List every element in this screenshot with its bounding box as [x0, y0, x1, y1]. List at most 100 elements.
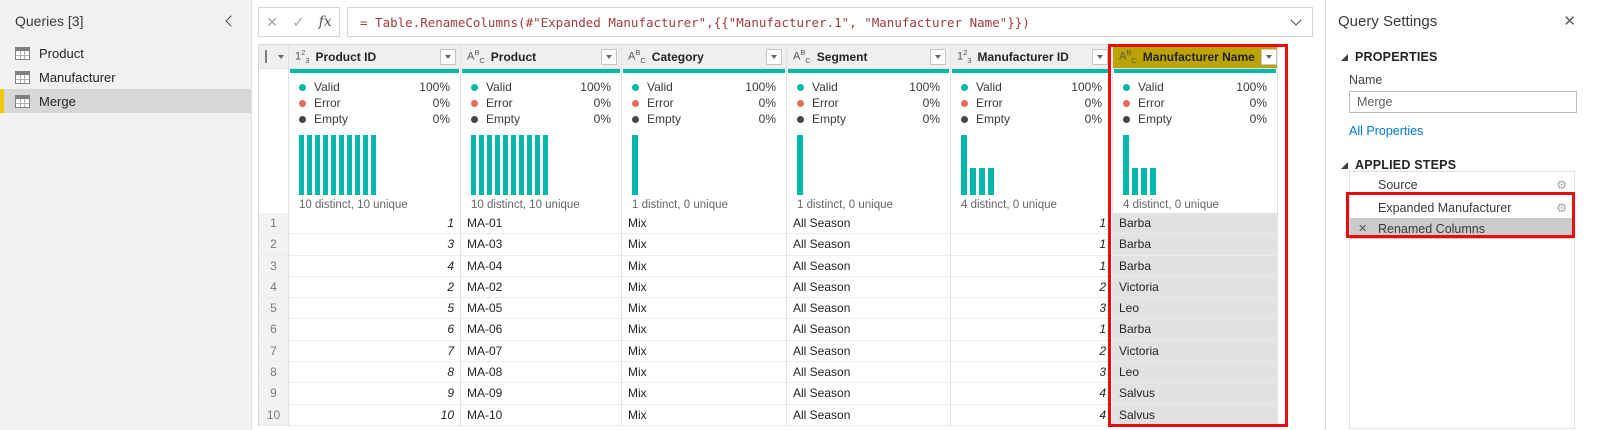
table-cell[interactable]: 1 [951, 319, 1112, 341]
table-cell[interactable]: 4 [951, 405, 1112, 426]
table-cell[interactable]: 4 [951, 383, 1112, 405]
filter-dropdown-button[interactable] [1092, 48, 1108, 65]
table-cell[interactable]: All Season [787, 277, 950, 299]
table-cell[interactable]: MA-08 [461, 362, 621, 384]
table-cell[interactable]: MA-03 [461, 234, 621, 256]
table-cell[interactable]: 4 [289, 256, 460, 277]
table-cell[interactable]: MA-04 [461, 256, 621, 277]
table-cell[interactable]: 2 [951, 341, 1112, 363]
table-cell[interactable]: Mix [622, 362, 786, 384]
table-cell[interactable]: Leo [1113, 298, 1277, 320]
column-header-manufacturer-name[interactable]: ABC Manufacturer Name [1113, 45, 1277, 69]
table-cell[interactable]: Barba [1113, 234, 1277, 256]
all-properties-link[interactable]: All Properties [1349, 124, 1424, 138]
table-cell[interactable]: 3 [289, 234, 460, 256]
collapse-pane-icon[interactable] [225, 15, 237, 27]
table-cell[interactable]: Mix [622, 213, 786, 235]
table-cell[interactable]: 2 [289, 277, 460, 299]
table-cell[interactable]: Mix [622, 234, 786, 256]
formula-bar[interactable]: = Table.RenameColumns(#"Expanded Manufac… [347, 7, 1313, 37]
column-header-segment[interactable]: ABC Segment [787, 45, 950, 69]
table-cell[interactable]: 1 [951, 256, 1112, 277]
table-cell[interactable]: 2 [951, 277, 1112, 299]
query-name-input[interactable] [1349, 91, 1577, 113]
value-distribution-histogram[interactable] [1123, 135, 1267, 195]
table-cell[interactable]: MA-05 [461, 298, 621, 320]
table-cell[interactable]: 1 [951, 234, 1112, 256]
table-cell[interactable]: MA-06 [461, 319, 621, 341]
table-cell[interactable]: All Season [787, 256, 950, 277]
commit-formula-icon[interactable]: ✓ [292, 13, 305, 30]
table-cell[interactable]: 5 [289, 298, 460, 320]
expand-formula-icon[interactable] [1290, 14, 1302, 26]
filter-dropdown-button[interactable] [930, 48, 946, 65]
table-cell[interactable]: All Season [787, 319, 950, 341]
table-cell[interactable]: Mix [622, 319, 786, 341]
value-distribution-histogram[interactable] [471, 135, 611, 195]
table-cell[interactable]: All Season [787, 341, 950, 363]
table-cell[interactable]: Mix [622, 256, 786, 277]
table-cell[interactable]: Mix [622, 341, 786, 363]
table-cell[interactable]: Mix [622, 277, 786, 299]
sidebar-item-product[interactable]: Product [0, 41, 251, 65]
table-cell[interactable]: Victoria [1113, 340, 1277, 363]
cancel-formula-icon[interactable]: ✕ [266, 13, 278, 30]
table-cell[interactable]: Barba [1113, 213, 1277, 235]
table-cell[interactable]: 1 [289, 213, 460, 235]
step-settings-gear-icon[interactable]: ⚙ [1556, 200, 1567, 215]
value-distribution-histogram[interactable] [632, 135, 776, 195]
column-header-manufacturer-id[interactable]: 123 Manufacturer ID [951, 45, 1112, 69]
close-panel-icon[interactable]: ✕ [1563, 13, 1576, 30]
table-cell[interactable]: MA-01 [461, 213, 621, 235]
table-cell[interactable]: 1 [951, 213, 1112, 235]
table-cell[interactable]: Salvus [1113, 383, 1277, 405]
value-distribution-histogram[interactable] [797, 135, 940, 195]
table-cell[interactable]: 3 [951, 298, 1112, 320]
table-cell[interactable]: 9 [289, 383, 460, 405]
table-cell[interactable]: Salvus [1113, 404, 1277, 426]
filter-dropdown-button[interactable] [766, 48, 782, 65]
table-cell[interactable]: MA-10 [461, 405, 621, 426]
fx-icon[interactable]: fx [318, 14, 332, 30]
table-cell[interactable]: Mix [622, 298, 786, 320]
table-cell[interactable]: 6 [289, 319, 460, 341]
table-cell[interactable]: 7 [289, 341, 460, 363]
select-all-corner-button[interactable] [259, 45, 288, 69]
column-header-category[interactable]: ABC Category [622, 45, 786, 69]
sidebar-item-merge[interactable]: Merge [0, 89, 251, 113]
table-cell[interactable]: MA-09 [461, 383, 621, 405]
table-cell[interactable]: MA-07 [461, 341, 621, 363]
table-cell[interactable]: Barba [1113, 255, 1277, 277]
table-cell[interactable]: Mix [622, 405, 786, 426]
column-header-product-id[interactable]: 123 Product ID [289, 45, 460, 69]
applied-steps-section-header[interactable]: APPLIED STEPS [1341, 158, 1600, 172]
table-cell[interactable]: All Season [787, 234, 950, 256]
table-cell[interactable]: All Season [787, 213, 950, 235]
delete-step-icon[interactable]: ✕ [1358, 223, 1368, 235]
table-cell[interactable]: 3 [951, 362, 1112, 384]
properties-section-header[interactable]: PROPERTIES [1341, 50, 1600, 64]
table-cell[interactable]: Victoria [1113, 276, 1277, 299]
table-cell[interactable]: All Season [787, 383, 950, 405]
table-cell[interactable]: All Season [787, 362, 950, 384]
formula-text[interactable]: = Table.RenameColumns(#"Expanded Manufac… [360, 14, 1030, 30]
table-cell[interactable]: All Season [787, 405, 950, 426]
table-cell[interactable]: 8 [289, 362, 460, 384]
filter-dropdown-button[interactable] [440, 48, 456, 65]
sidebar-item-manufacturer[interactable]: Manufacturer [0, 65, 251, 89]
table-cell[interactable]: Barba [1113, 319, 1277, 341]
table-cell[interactable]: MA-02 [461, 277, 621, 299]
step-settings-gear-icon[interactable]: ⚙ [1556, 177, 1567, 192]
applied-step-renamed-columns[interactable]: ✕ Renamed Columns [1350, 218, 1574, 239]
applied-step-source[interactable]: Source ⚙ [1350, 172, 1574, 197]
filter-dropdown-button[interactable] [1260, 48, 1277, 65]
column-header-product[interactable]: ABC Product [461, 45, 621, 69]
applied-step-expanded-manufacturer[interactable]: Expanded Manufacturer ⚙ [1350, 197, 1574, 218]
table-cell[interactable]: Mix [622, 383, 786, 405]
filter-dropdown-button[interactable] [601, 48, 617, 65]
table-cell[interactable]: 10 [289, 405, 460, 426]
table-cell[interactable]: All Season [787, 298, 950, 320]
value-distribution-histogram[interactable] [961, 135, 1102, 195]
table-cell[interactable]: Leo [1113, 362, 1277, 384]
value-distribution-histogram[interactable] [299, 135, 450, 195]
